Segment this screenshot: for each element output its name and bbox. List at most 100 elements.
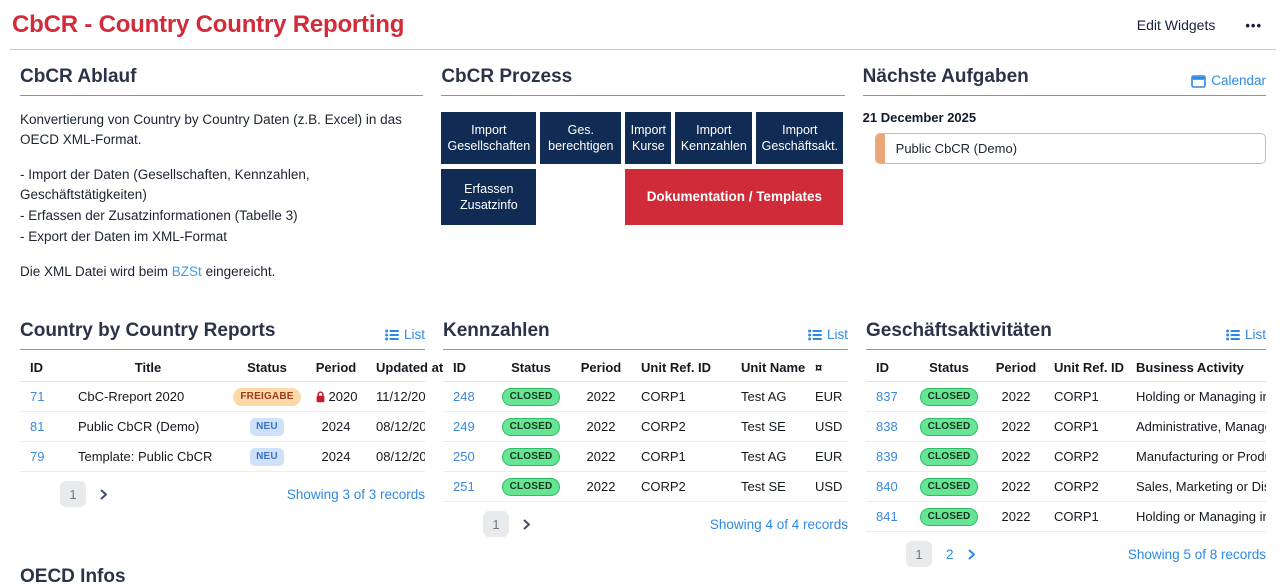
period-cell: 2022 [571,471,631,502]
aktivitaet-id-link[interactable]: 837 [876,389,898,404]
currency-cell: EUR [805,441,848,472]
page-button[interactable]: 2 [946,546,954,562]
report-updated: 08/12/2025, [366,441,425,472]
column-header: Period [988,353,1044,382]
widget-title-aktivitaeten: Geschäftsaktivitäten [866,320,1052,341]
table-row: 840 CLOSED 2022 CORP2 Sales, Marketing o… [866,471,1266,502]
ablauf-intro: Konvertierung von Country by Country Dat… [20,112,402,148]
currency-column-header: ¤ [805,353,848,382]
ges-berechtigen-button[interactable]: Ges. berechtigen [540,112,622,164]
unit-name-cell: Test SE [731,411,805,442]
column-header: Unit Ref. ID [631,353,731,382]
table-row: 250 CLOSED 2022 CORP1 Test AG EUR [443,441,848,472]
aktivitaet-id-link[interactable]: 840 [876,479,898,494]
period-cell: 2022 [571,411,631,442]
currency-cell: EUR [805,381,848,412]
widget-row-bottom: Country by Country Reports List ID Title… [20,320,1266,567]
import-gesellschaften-button[interactable]: Import Gesellschaften [441,112,537,164]
page-button[interactable]: 1 [906,541,932,567]
unit-name-cell: Test SE [731,471,805,502]
currency-cell: USD [805,471,848,502]
erfassen-zusatzinfo-button[interactable]: Erfassen Zusatzinfo [441,169,537,225]
table-row: 839 CLOSED 2022 CORP2 Manufacturing or P… [866,441,1266,472]
activity-cell: Sales, Marketing or Distrib [1126,471,1266,502]
kennzahl-id-link[interactable]: 250 [453,449,475,464]
records-summary: Showing 5 of 8 records [1127,546,1266,562]
period-cell: 2022 [988,501,1044,532]
status-badge: CLOSED [501,448,561,466]
list-icon [808,329,822,340]
report-period: 2020 [328,389,358,404]
list-icon [1226,329,1240,340]
kennzahlen-table: ID Status Period Unit Ref. ID Unit Name … [443,353,848,502]
status-badge: CLOSED [919,388,979,406]
calendar-link[interactable]: Calendar [1191,73,1266,88]
period-cell: 2022 [571,381,631,412]
task-item[interactable]: Public CbCR (Demo) [874,133,1266,164]
header-divider [10,49,1276,50]
status-badge: NEU [250,448,284,466]
next-page-icon[interactable] [523,519,531,530]
aktivitaeten-list-link[interactable]: List [1226,327,1266,342]
ellipsis-menu-icon[interactable]: ••• [1245,17,1262,33]
aktivitaet-id-link[interactable]: 839 [876,449,898,464]
report-id-link[interactable]: 71 [30,389,45,404]
period-cell: 2022 [988,381,1044,412]
report-id-link[interactable]: 79 [30,449,45,464]
kennzahl-id-link[interactable]: 248 [453,389,475,404]
report-id-link[interactable]: 81 [30,419,45,434]
table-row: 837 CLOSED 2022 CORP1 Holding or Managin… [866,381,1266,412]
import-kennzahlen-button[interactable]: Import Kennzahlen [675,112,753,164]
page-button[interactable]: 1 [483,511,509,537]
aktivitaet-id-link[interactable]: 841 [876,509,898,524]
table-header-row: ID Status Period Unit Ref. ID Unit Name … [443,353,848,382]
table-row: 838 CLOSED 2022 CORP1 Administrative, Ma… [866,411,1266,442]
column-header: Status [910,353,988,382]
column-header: ID [866,353,910,382]
widget-naechste-aufgaben: Nächste Aufgaben Calendar 21 December 20… [862,66,1266,308]
aktivitaet-id-link[interactable]: 838 [876,419,898,434]
next-page-icon[interactable] [968,549,976,560]
dokumentation-templates-button[interactable]: Dokumentation / Templates [625,169,844,225]
report-period: 2024 [306,411,366,442]
edit-widgets-button[interactable]: Edit Widgets [1136,17,1216,33]
widget-cbcr-prozess: CbCR Prozess Import Gesellschaften Ges. … [441,66,845,308]
import-geschaeftsakt-button[interactable]: Import Geschäftsakt. [756,112,844,164]
period-cell: 2022 [988,471,1044,502]
widget-row-top: CbCR Ablauf Konvertierung von Country by… [20,66,1266,308]
kennzahl-id-link[interactable]: 249 [453,419,475,434]
currency-cell: USD [805,411,848,442]
import-kurse-button[interactable]: Import Kurse [625,112,672,164]
widget-title-ablauf: CbCR Ablauf [20,66,137,87]
next-page-icon[interactable] [100,489,108,500]
status-badge: CLOSED [501,478,561,496]
unit-ref-cell: CORP1 [1044,411,1126,442]
ablauf-footer: Die XML Datei wird beim BZSt eingereicht… [20,264,276,280]
column-header: Period [571,353,631,382]
activity-cell: Administrative, Manageme [1126,411,1266,442]
table-row: 841 CLOSED 2022 CORP1 Holding or Managin… [866,501,1266,532]
aktivitaeten-pagination: 1 2 Showing 5 of 8 records [866,541,1266,567]
unit-ref-cell: CORP1 [631,441,731,472]
kennzahlen-list-link[interactable]: List [808,327,848,342]
process-buttons: Import Gesellschaften Ges. berechtigen I… [441,112,844,225]
report-title: Public CbCR (Demo) [68,411,228,442]
activity-cell: Manufacturing or Producti [1126,441,1266,472]
column-header: Updated at [366,353,443,382]
column-header: Business Activity [1126,353,1266,382]
ablauf-bullet: - Erfassen der Zusatzinformationen (Tabe… [20,208,298,224]
kennzahl-id-link[interactable]: 251 [453,479,475,494]
page-title: CbCR - Country Country Reporting [12,11,405,38]
table-row: 81 Public CbCR (Demo) NEU 2024 08/12/202… [20,411,425,442]
page-button[interactable]: 1 [60,481,86,507]
unit-name-cell: Test AG [731,441,805,472]
column-header: Status [491,353,571,382]
calendar-icon [1191,74,1207,88]
unit-ref-cell: CORP1 [1044,381,1126,412]
table-row: 71 CbC-Rreport 2020 FREIGABE 2020 11/12/… [20,381,425,412]
bzst-link[interactable]: BZSt [171,264,202,280]
topbar: CbCR - Country Country Reporting Edit Wi… [0,0,1286,39]
activity-cell: Holding or Managing intell [1126,381,1266,412]
unit-ref-cell: CORP2 [631,471,731,502]
reports-list-link[interactable]: List [385,327,425,342]
